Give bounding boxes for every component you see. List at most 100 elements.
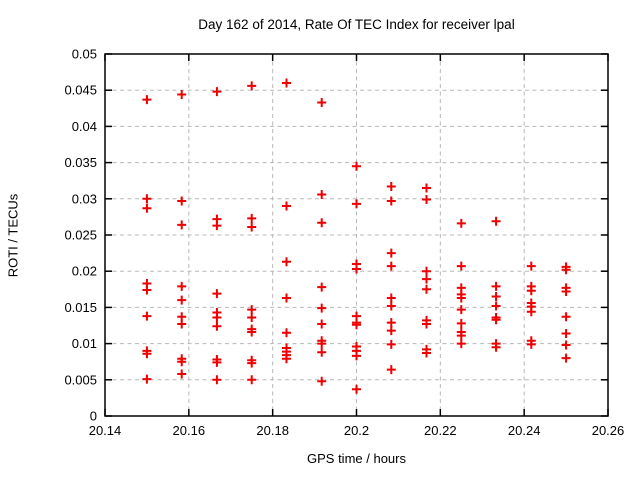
data-points	[142, 78, 571, 394]
y-tick-label: 0.04	[72, 119, 97, 134]
data-point-marker	[386, 326, 396, 336]
data-point-marker	[142, 203, 152, 213]
data-point-marker	[456, 261, 466, 271]
data-point-marker	[177, 196, 187, 206]
data-point-marker	[317, 98, 327, 108]
plot-border	[104, 53, 609, 417]
data-point-marker	[422, 266, 432, 276]
data-point-marker	[456, 339, 466, 349]
data-point-marker	[352, 351, 361, 361]
data-point-marker	[422, 274, 432, 284]
data-point-marker	[317, 282, 327, 292]
data-point-marker	[247, 327, 257, 337]
y-tick-label: 0.035	[64, 155, 97, 170]
data-point-marker	[212, 313, 222, 323]
data-point-marker	[526, 286, 536, 296]
data-point-marker	[561, 328, 571, 338]
data-point-marker	[142, 95, 152, 105]
data-point-marker	[142, 194, 152, 204]
data-point-marker	[281, 354, 291, 364]
data-point-marker	[212, 87, 222, 97]
data-point-marker	[491, 216, 501, 226]
data-point-marker	[317, 339, 327, 349]
data-point-marker	[281, 293, 291, 303]
data-point-marker	[352, 199, 361, 209]
data-point-marker	[386, 261, 396, 271]
data-point-marker	[247, 305, 257, 315]
data-point-marker	[386, 181, 396, 191]
data-point-marker	[456, 305, 466, 315]
y-tick-label: 0.025	[64, 228, 97, 243]
data-point-marker	[317, 376, 327, 386]
data-point-marker	[456, 331, 466, 341]
data-point-marker	[526, 339, 536, 349]
y-tick-label: 0.045	[64, 83, 97, 98]
data-point-marker	[317, 218, 327, 228]
x-tick-label: 20.16	[173, 423, 206, 438]
data-point-marker	[561, 286, 571, 296]
data-point-marker	[491, 292, 501, 302]
data-point-marker	[177, 295, 187, 305]
data-point-marker	[386, 248, 396, 258]
data-point-marker	[247, 358, 257, 368]
x-tick-label: 20.22	[424, 423, 457, 438]
data-point-marker	[142, 349, 152, 359]
data-point-marker	[561, 265, 571, 275]
data-point-marker	[317, 347, 327, 357]
y-tick-label: 0.05	[72, 47, 97, 62]
x-tick-label: 20.24	[508, 423, 541, 438]
data-point-marker	[386, 365, 396, 375]
y-tick-label: 0.02	[72, 264, 97, 279]
y-tick-label: 0.015	[64, 300, 97, 315]
chart-title: Day 162 of 2014, Rate Of TEC Index for r…	[198, 17, 515, 32]
data-point-marker	[422, 319, 432, 329]
data-point-marker	[281, 257, 291, 267]
data-point-marker	[177, 220, 187, 230]
data-point-marker	[352, 264, 361, 274]
y-tick-label: 0.03	[72, 191, 97, 206]
data-point-marker	[491, 301, 501, 311]
y-tick-label: 0.005	[64, 372, 97, 387]
data-point-marker	[526, 307, 536, 317]
data-point-marker	[561, 353, 571, 363]
data-point-marker	[352, 384, 361, 394]
data-point-marker	[561, 312, 571, 322]
data-point-marker	[212, 321, 222, 331]
data-point-marker	[456, 293, 466, 303]
data-point-marker	[386, 196, 396, 206]
data-point-marker	[177, 319, 187, 329]
data-point-marker	[142, 374, 152, 384]
data-point-marker	[247, 222, 257, 232]
data-point-marker	[212, 357, 222, 367]
data-point-marker	[142, 285, 152, 295]
data-point-marker	[177, 357, 187, 367]
data-point-marker	[422, 348, 432, 358]
data-point-marker	[247, 81, 257, 91]
data-point-marker	[212, 375, 222, 385]
x-tick-label: 20.2	[344, 423, 369, 438]
data-point-marker	[386, 339, 396, 349]
data-point-marker	[317, 189, 327, 199]
data-point-marker	[386, 293, 396, 303]
data-point-marker	[281, 328, 291, 338]
x-tick-label: 20.26	[592, 423, 625, 438]
data-point-marker	[247, 313, 257, 323]
data-point-marker	[456, 218, 466, 228]
data-point-marker	[561, 340, 571, 350]
data-point-marker	[177, 369, 187, 379]
data-point-marker	[422, 284, 432, 294]
data-point-marker	[491, 342, 501, 352]
data-point-marker	[317, 303, 327, 313]
data-point-marker	[177, 90, 187, 100]
data-point-marker	[177, 281, 187, 291]
data-point-marker	[281, 78, 291, 88]
data-point-marker	[386, 301, 396, 311]
data-point-marker	[422, 195, 432, 205]
data-point-marker	[212, 221, 222, 231]
data-point-marker	[352, 320, 361, 330]
data-point-marker	[212, 289, 222, 299]
y-axis-label: ROTI / TECUs	[5, 193, 21, 278]
data-point-marker	[491, 281, 501, 291]
tick-labels: 20.14 20.16 20.18 20.2 20.22 20.24 20.26 0 0.005…	[64, 47, 624, 439]
